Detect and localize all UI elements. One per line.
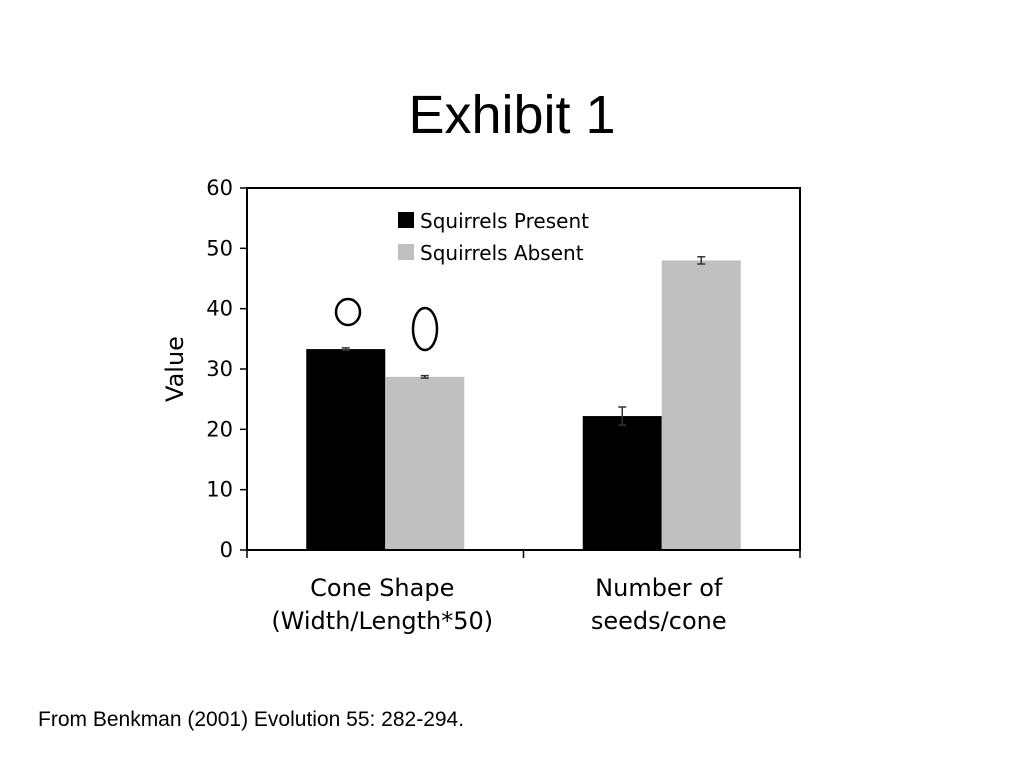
y-tick-label: 30 — [206, 357, 233, 381]
legend-swatch — [398, 212, 414, 228]
category-labels: Cone Shape (Width/Length*50) Number of seed… — [271, 574, 726, 635]
category-label: (Width/Length*50) — [271, 607, 493, 635]
category-label: Cone Shape — [310, 574, 454, 602]
legend-label: Squirrels Absent — [420, 241, 584, 265]
bar-squirrels-present — [306, 349, 386, 550]
cone-shape-annotations — [334, 297, 439, 352]
y-tick-label: 40 — [206, 297, 233, 321]
y-tick-label: 50 — [206, 236, 233, 260]
bar-squirrels-absent — [385, 376, 465, 550]
plot-frame — [246, 187, 801, 551]
bar-squirrels-absent — [661, 260, 741, 550]
slide-title: Exhibit 1 — [408, 85, 616, 145]
y-tick-label: 20 — [206, 417, 233, 441]
y-tick-label: 60 — [206, 176, 233, 200]
y-axis-ticks: 0 10 20 30 40 50 60 — [206, 176, 247, 562]
legend-label: Squirrels Present — [420, 209, 589, 233]
legend: Squirrels Present Squirrels Absent — [398, 209, 589, 265]
y-axis-title: Value — [161, 336, 189, 402]
bar-squirrels-present — [582, 416, 662, 550]
y-tick-label: 0 — [220, 538, 233, 562]
round-cone-icon — [334, 297, 362, 327]
category-label: seeds/cone — [591, 607, 727, 635]
elongated-cone-icon — [411, 306, 439, 352]
y-tick-label: 10 — [206, 478, 233, 502]
legend-swatch — [398, 244, 414, 260]
bars — [306, 260, 741, 550]
error-bars — [341, 256, 706, 426]
x-axis-ticks — [246, 550, 801, 558]
category-label: Number of — [595, 574, 723, 602]
source-citation: From Benkman (2001) Evolution 55: 282-29… — [38, 708, 465, 731]
